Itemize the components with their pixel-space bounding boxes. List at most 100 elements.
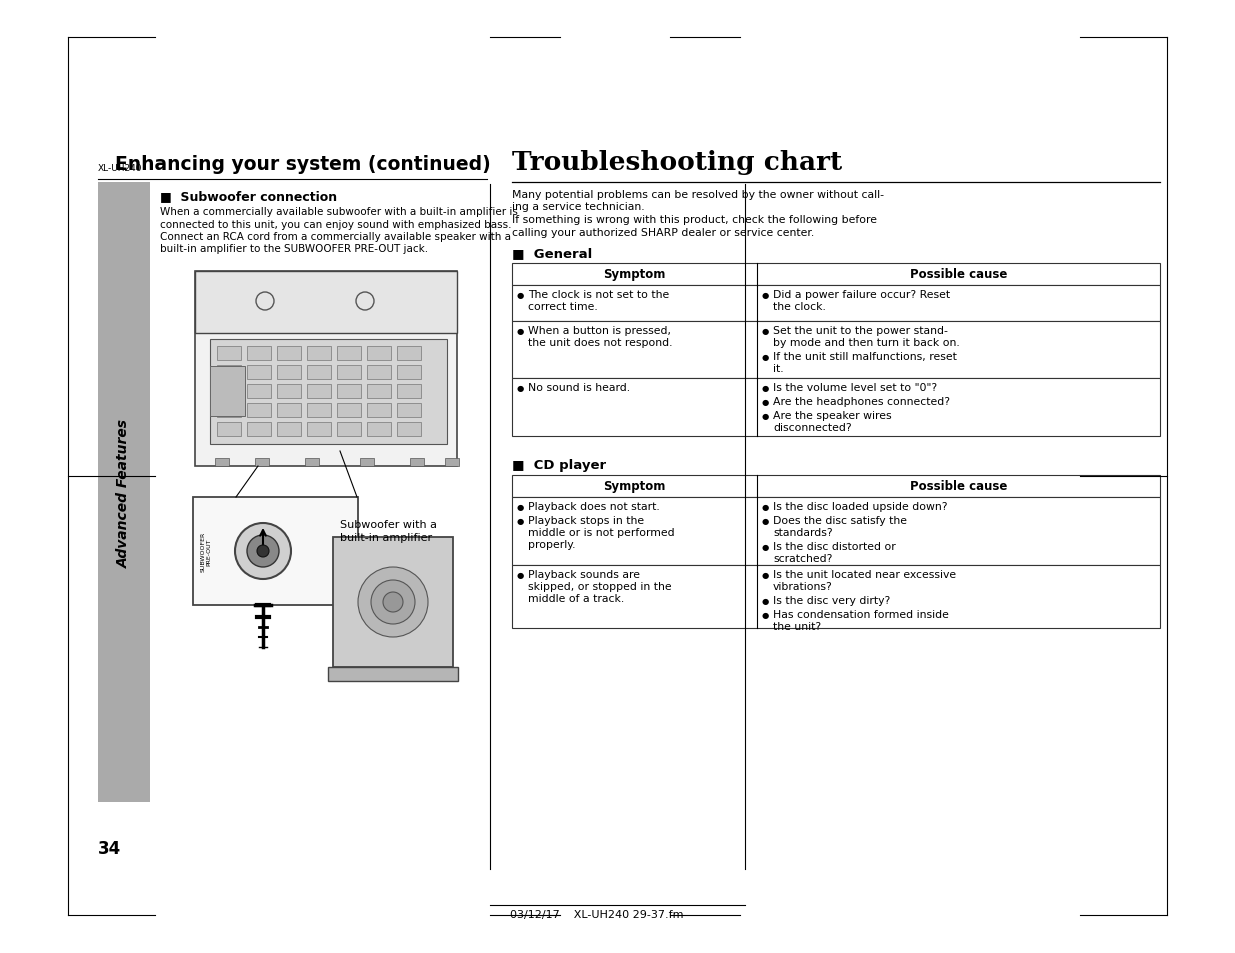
Bar: [513, 476, 1160, 497]
Bar: [308, 422, 331, 436]
Text: Symptom: Symptom: [604, 479, 666, 493]
Text: If the unit still malfunctions, reset: If the unit still malfunctions, reset: [773, 352, 957, 361]
Text: ●: ●: [762, 353, 769, 361]
Bar: [98, 183, 149, 802]
Text: it.: it.: [773, 364, 784, 374]
Text: ●: ●: [762, 291, 769, 299]
Bar: [217, 366, 241, 379]
Text: Advanced Features: Advanced Features: [117, 418, 131, 567]
Bar: [513, 565, 1160, 628]
Text: Connect an RCA cord from a commercially available speaker with a: Connect an RCA cord from a commercially …: [161, 232, 511, 242]
Text: connected to this unit, you can enjoy sound with emphasized bass.: connected to this unit, you can enjoy so…: [161, 219, 511, 230]
Text: Troubleshooting chart: Troubleshooting chart: [513, 150, 842, 174]
Text: disconnected?: disconnected?: [773, 422, 852, 433]
Bar: [337, 403, 361, 417]
Text: built-in amplifier to the SUBWOOFER PRE-OUT jack.: built-in amplifier to the SUBWOOFER PRE-…: [161, 244, 429, 254]
Text: ●: ●: [762, 502, 769, 512]
Text: scratched?: scratched?: [773, 554, 832, 563]
Text: 34: 34: [98, 840, 121, 857]
Text: No sound is heard.: No sound is heard.: [529, 382, 630, 393]
Text: Is the unit located near excessive: Is the unit located near excessive: [773, 569, 956, 579]
Text: middle of a track.: middle of a track.: [529, 594, 624, 603]
Text: the unit does not respond.: the unit does not respond.: [529, 337, 673, 348]
Bar: [215, 458, 228, 467]
Text: correct time.: correct time.: [529, 302, 598, 312]
Text: ●: ●: [762, 571, 769, 579]
Text: ■  CD player: ■ CD player: [513, 458, 606, 472]
Text: built-in amplifier: built-in amplifier: [340, 533, 432, 542]
Bar: [396, 347, 421, 360]
Text: ●: ●: [762, 597, 769, 605]
Bar: [247, 385, 270, 398]
Text: ●: ●: [517, 517, 524, 525]
Bar: [367, 385, 391, 398]
Text: ●: ●: [762, 542, 769, 552]
Bar: [410, 458, 424, 467]
Bar: [513, 497, 1160, 565]
Bar: [247, 366, 270, 379]
Bar: [513, 286, 1160, 322]
Text: ●: ●: [762, 412, 769, 420]
Text: Are the headphones connected?: Are the headphones connected?: [773, 396, 950, 407]
Bar: [254, 458, 269, 467]
Bar: [396, 422, 421, 436]
Bar: [195, 272, 457, 334]
Text: Playback stops in the: Playback stops in the: [529, 516, 645, 525]
Bar: [445, 458, 459, 467]
Text: Playback does not start.: Playback does not start.: [529, 501, 659, 512]
Bar: [277, 366, 301, 379]
Bar: [308, 347, 331, 360]
Bar: [359, 458, 374, 467]
Text: ●: ●: [517, 384, 524, 393]
Bar: [367, 403, 391, 417]
Bar: [396, 366, 421, 379]
Bar: [277, 385, 301, 398]
Text: Are the speaker wires: Are the speaker wires: [773, 411, 892, 420]
Text: If something is wrong with this product, check the following before: If something is wrong with this product,…: [513, 214, 877, 225]
Text: Possible cause: Possible cause: [910, 268, 1008, 281]
Bar: [277, 422, 301, 436]
Bar: [217, 347, 241, 360]
Text: vibrations?: vibrations?: [773, 581, 832, 592]
Text: Playback sounds are: Playback sounds are: [529, 569, 640, 579]
Circle shape: [383, 593, 403, 613]
Text: Has condensation formed inside: Has condensation formed inside: [773, 609, 948, 619]
Text: Is the volume level set to "0"?: Is the volume level set to "0"?: [773, 382, 937, 393]
Text: standards?: standards?: [773, 527, 832, 537]
Text: Is the disc very dirty?: Is the disc very dirty?: [773, 596, 890, 605]
Bar: [308, 366, 331, 379]
Text: Enhancing your system (continued): Enhancing your system (continued): [115, 154, 490, 173]
Bar: [396, 385, 421, 398]
Bar: [217, 422, 241, 436]
Text: the clock.: the clock.: [773, 302, 826, 312]
Bar: [217, 385, 241, 398]
Bar: [308, 385, 331, 398]
Text: The clock is not set to the: The clock is not set to the: [529, 290, 669, 299]
Text: Is the disc distorted or: Is the disc distorted or: [773, 541, 895, 552]
Bar: [305, 458, 319, 467]
Bar: [337, 385, 361, 398]
Bar: [217, 403, 241, 417]
Bar: [333, 537, 453, 667]
Text: by mode and then turn it back on.: by mode and then turn it back on.: [773, 337, 960, 348]
Text: skipped, or stopped in the: skipped, or stopped in the: [529, 581, 672, 592]
Text: ●: ●: [762, 610, 769, 619]
Text: ■  Subwoofer connection: ■ Subwoofer connection: [161, 190, 337, 203]
Bar: [337, 366, 361, 379]
Bar: [367, 422, 391, 436]
Bar: [210, 367, 245, 416]
Circle shape: [358, 567, 429, 638]
Text: 03/12/17    XL-UH240 29-37.fm: 03/12/17 XL-UH240 29-37.fm: [510, 909, 683, 919]
Text: SUBWOOFER
PRE-OUT: SUBWOOFER PRE-OUT: [200, 532, 211, 572]
Text: ●: ●: [517, 502, 524, 512]
Circle shape: [235, 523, 291, 579]
Text: When a commercially available subwoofer with a built-in amplifier is: When a commercially available subwoofer …: [161, 207, 517, 216]
Bar: [396, 403, 421, 417]
Bar: [513, 378, 1160, 436]
Bar: [308, 403, 331, 417]
Text: ■  General: ■ General: [513, 247, 593, 260]
Text: ●: ●: [517, 291, 524, 299]
Bar: [210, 339, 447, 444]
Text: ing a service technician.: ing a service technician.: [513, 202, 645, 213]
Text: Set the unit to the power stand-: Set the unit to the power stand-: [773, 326, 948, 335]
